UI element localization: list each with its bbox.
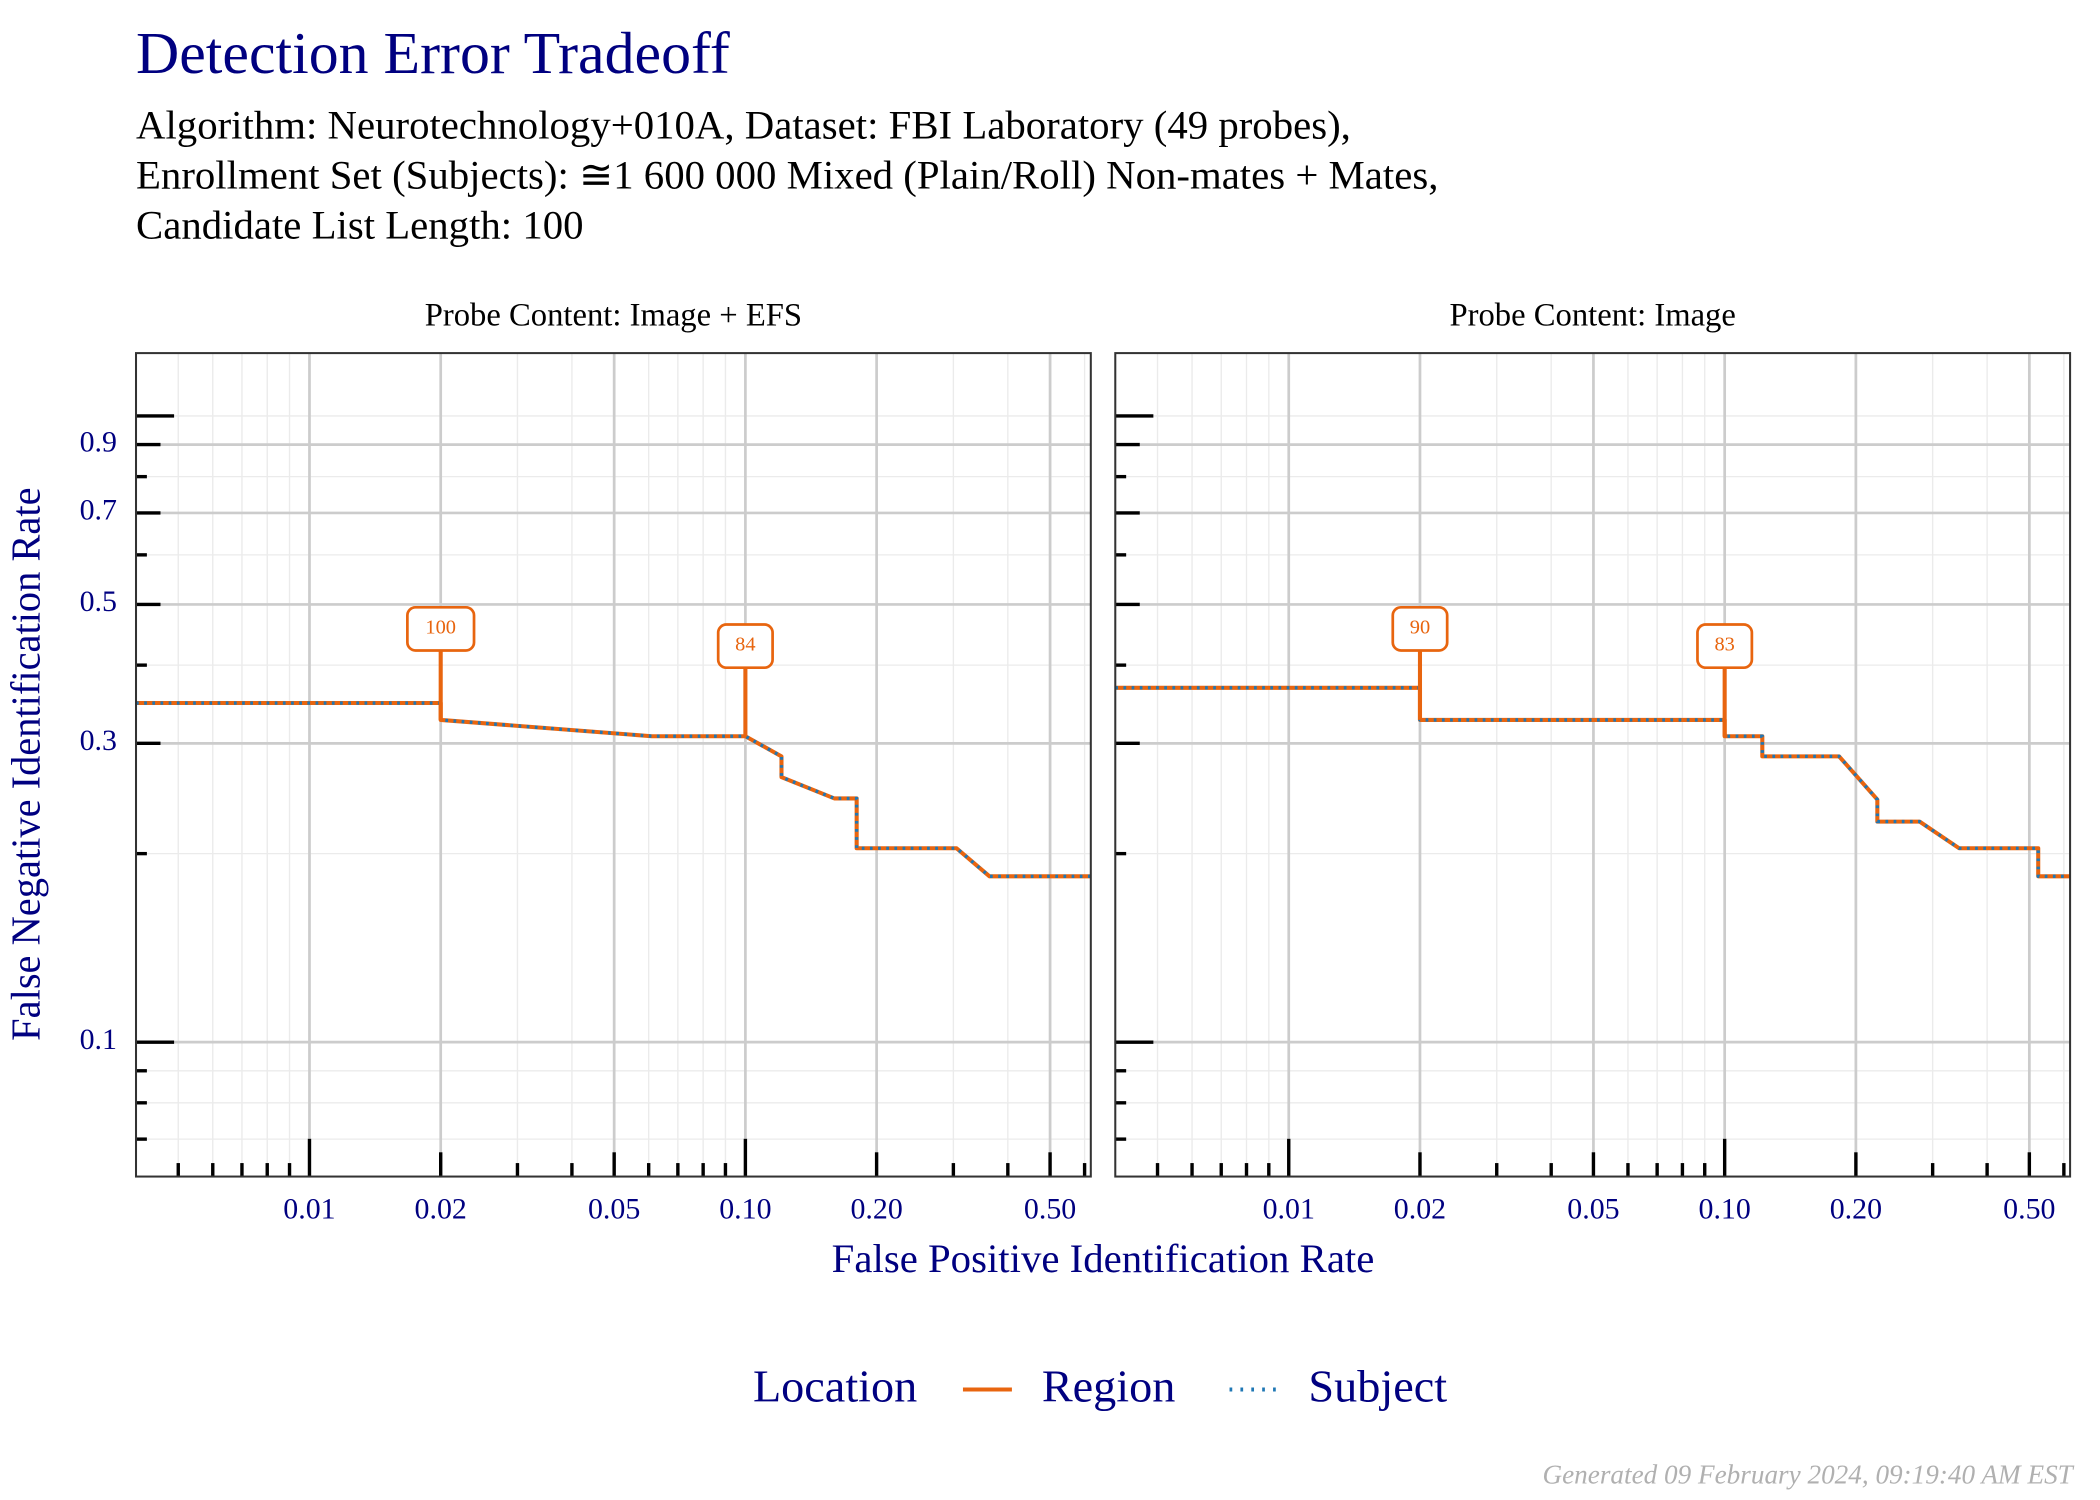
x-tick-label: 0.01 [283, 1193, 335, 1226]
x-tick-label: 0.10 [1698, 1193, 1750, 1226]
y-tick-label: 0.3 [80, 724, 117, 757]
panel-border [1114, 352, 2072, 1178]
x-tick-label: 0.05 [1567, 1193, 1619, 1226]
x-tick-label: 0.01 [1263, 1193, 1315, 1226]
footer: Generated 09 February 2024, 09:19:40 AM … [1542, 1459, 2074, 1489]
legend-title: Location [753, 1361, 917, 1412]
annotation-box [406, 605, 476, 652]
series-line [1115, 686, 2071, 878]
annotation-label: 100 [425, 617, 456, 639]
x-tick-label: 0.50 [2003, 1193, 2055, 1226]
x-tick-label: 0.02 [415, 1193, 467, 1226]
subtitle: Candidate List Length: 100 [136, 203, 584, 248]
annotation-label: 83 [1714, 634, 1734, 656]
series-line [136, 700, 1091, 879]
annotation-box [716, 623, 774, 670]
annotation-label: 90 [1410, 617, 1430, 639]
subtitle: Algorithm: Neurotechnology+010A, Dataset… [136, 103, 1351, 148]
x-tick-label: 0.02 [1394, 1193, 1446, 1226]
subtitle: Enrollment Set (Subjects): ≅1 600 000 Mi… [136, 153, 1438, 198]
panel-title: Probe Content: Image + EFS [425, 298, 802, 334]
x-tick-label: 0.10 [719, 1193, 771, 1226]
annotation-box [1391, 605, 1449, 652]
x-tick-label: 0.20 [850, 1193, 902, 1226]
annotation-box [1696, 623, 1754, 670]
y-tick-label: 0.1 [80, 1023, 117, 1056]
legend-label: Region [1042, 1361, 1176, 1412]
legend-label: Subject [1308, 1361, 1447, 1412]
x-tick-label: 0.05 [588, 1193, 640, 1226]
x-axis-label: False Positive Identification Rate [832, 1236, 1375, 1281]
y-tick-label: 0.9 [80, 426, 117, 459]
y-tick-label: 0.5 [80, 585, 117, 618]
x-tick-label: 0.50 [1024, 1193, 1076, 1226]
annotation-label: 84 [735, 634, 755, 656]
x-tick-label: 0.20 [1830, 1193, 1882, 1226]
title: Detection Error Tradeoff [136, 20, 730, 86]
panel-title: Probe Content: Image [1449, 298, 1735, 334]
panel-border [134, 352, 1092, 1178]
y-axis-label: False Negative Identification Rate [3, 487, 48, 1040]
y-tick-label: 0.7 [80, 494, 117, 527]
